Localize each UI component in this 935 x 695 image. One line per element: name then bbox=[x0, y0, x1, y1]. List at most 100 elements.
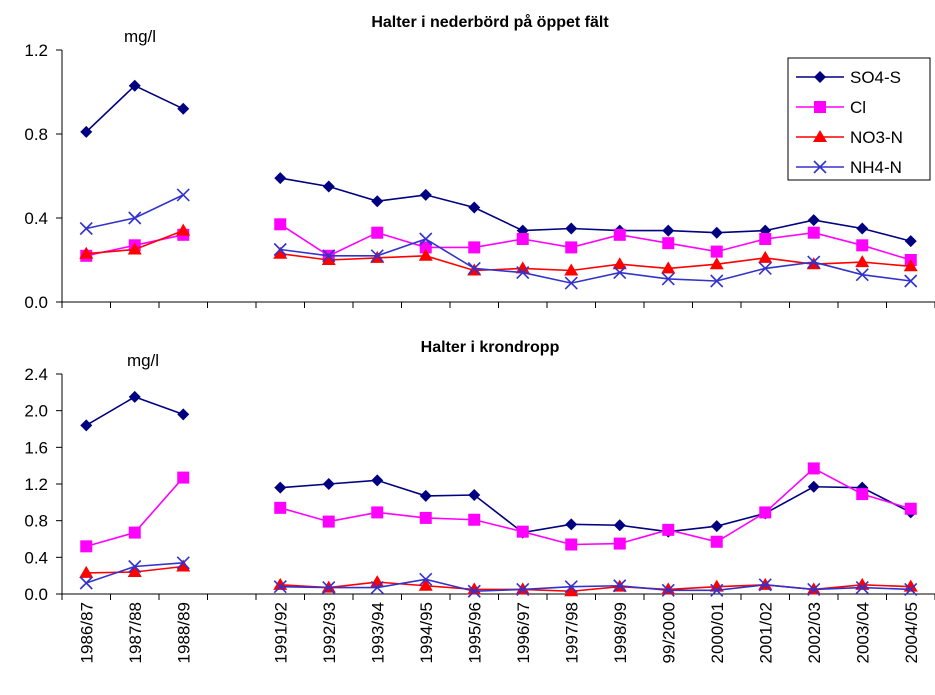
x-tick-label: 99/2000 bbox=[659, 602, 678, 663]
marker-square bbox=[710, 245, 723, 258]
marker-square bbox=[856, 239, 869, 252]
marker-triangle bbox=[709, 257, 724, 270]
marker-diamond bbox=[468, 489, 481, 501]
marker-square bbox=[613, 537, 626, 550]
marker-square bbox=[565, 241, 578, 254]
marker-triangle bbox=[564, 263, 579, 276]
x-tick-label: 1998/99 bbox=[611, 602, 630, 663]
legend-box bbox=[787, 57, 931, 181]
marker-triangle bbox=[79, 565, 94, 578]
x-tick-label: 1997/98 bbox=[562, 602, 581, 663]
chart-title: Halter i nederbörd på öppet fält bbox=[371, 13, 609, 31]
marker-x bbox=[758, 261, 772, 275]
marker-triangle bbox=[515, 261, 530, 274]
marker-square bbox=[468, 241, 481, 254]
x-tick-label: 1994/95 bbox=[417, 602, 436, 663]
y-tick-label: 1.2 bbox=[24, 41, 48, 60]
marker-x bbox=[758, 578, 772, 592]
marker-x bbox=[807, 582, 821, 596]
marker-square bbox=[516, 233, 529, 245]
marker-triangle bbox=[661, 261, 676, 274]
marker-triangle bbox=[564, 584, 579, 597]
marker-x bbox=[176, 556, 190, 570]
x-tick-label: 1987/88 bbox=[126, 602, 145, 663]
marker-triangle bbox=[903, 259, 918, 272]
marker-diamond bbox=[565, 222, 578, 235]
y-tick-label: 2.4 bbox=[24, 365, 48, 384]
marker-x bbox=[370, 581, 384, 595]
marker-diamond bbox=[710, 520, 723, 533]
marker-x bbox=[710, 583, 724, 597]
marker-x bbox=[128, 211, 142, 225]
marker-triangle bbox=[855, 577, 870, 590]
marker-x bbox=[855, 581, 869, 595]
marker-x bbox=[419, 572, 433, 586]
marker-square bbox=[322, 515, 335, 528]
marker-square bbox=[662, 237, 675, 250]
marker-x bbox=[661, 272, 675, 286]
marker-diamond bbox=[177, 408, 190, 421]
marker-square bbox=[759, 506, 772, 519]
legend-label: Cl bbox=[850, 98, 866, 117]
marker-x bbox=[273, 580, 287, 594]
y-tick-label: 1.2 bbox=[24, 475, 48, 494]
marker-square bbox=[468, 513, 481, 526]
x-tick-label: 1992/93 bbox=[320, 602, 339, 663]
marker-square bbox=[419, 511, 432, 524]
marker-diamond bbox=[856, 222, 869, 235]
marker-x bbox=[419, 232, 433, 246]
marker-square bbox=[759, 233, 772, 245]
marker-x bbox=[467, 584, 481, 598]
marker-triangle bbox=[418, 578, 433, 591]
marker-x bbox=[516, 582, 530, 596]
legend-label: NH4-N bbox=[850, 158, 902, 177]
marker-x bbox=[855, 268, 869, 282]
legend-marker bbox=[814, 101, 826, 113]
x-tick-label: 1991/92 bbox=[271, 602, 290, 663]
marker-diamond bbox=[274, 481, 287, 494]
marker-x bbox=[613, 579, 627, 593]
y-tick-label: 0.8 bbox=[24, 512, 48, 531]
marker-triangle bbox=[612, 257, 627, 270]
marker-x bbox=[564, 276, 578, 290]
legend-marker bbox=[813, 130, 827, 142]
marker-diamond bbox=[710, 226, 723, 239]
marker-diamond bbox=[904, 235, 917, 248]
legend-marker bbox=[813, 160, 827, 174]
marker-x bbox=[128, 559, 142, 574]
marker-x bbox=[322, 581, 336, 595]
marker-diamond bbox=[371, 195, 384, 208]
unit-annotation: mg/l bbox=[124, 27, 156, 46]
marker-square bbox=[516, 525, 529, 538]
marker-triangle bbox=[321, 253, 336, 265]
marker-x bbox=[807, 255, 821, 269]
y-tick-label: 0.0 bbox=[24, 585, 48, 604]
marker-diamond bbox=[128, 390, 141, 403]
marker-triangle bbox=[758, 250, 773, 263]
marker-x bbox=[904, 582, 918, 596]
y-tick-label: 0.4 bbox=[24, 548, 48, 567]
x-tick-label: 1988/89 bbox=[174, 602, 193, 663]
x-tick-label: 2003/04 bbox=[853, 602, 872, 663]
marker-x bbox=[516, 266, 530, 280]
marker-square bbox=[128, 526, 141, 539]
x-tick-label: 1986/87 bbox=[77, 602, 96, 663]
marker-x bbox=[613, 266, 627, 280]
marker-x bbox=[710, 274, 724, 288]
x-tick-label: 2000/01 bbox=[708, 602, 727, 663]
marker-triangle bbox=[79, 246, 94, 259]
marker-diamond bbox=[80, 419, 93, 432]
marker-diamond bbox=[177, 102, 190, 115]
marker-triangle bbox=[709, 579, 724, 592]
marker-triangle bbox=[418, 248, 433, 261]
marker-triangle bbox=[176, 223, 191, 236]
legend-marker bbox=[814, 71, 826, 83]
marker-square bbox=[807, 226, 820, 239]
x-tick-label: 2001/02 bbox=[756, 602, 775, 663]
marker-diamond bbox=[807, 480, 820, 493]
marker-x bbox=[79, 221, 93, 236]
marker-diamond bbox=[80, 125, 93, 138]
marker-diamond bbox=[371, 474, 384, 487]
marker-square bbox=[371, 506, 384, 519]
